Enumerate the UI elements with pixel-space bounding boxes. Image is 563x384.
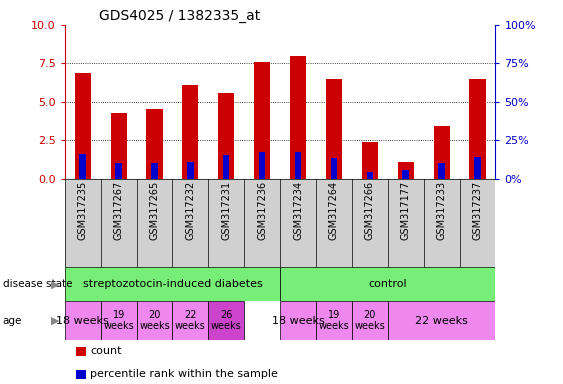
Text: 18 weeks: 18 weeks xyxy=(272,316,324,326)
Text: GSM317177: GSM317177 xyxy=(401,181,411,240)
Bar xyxy=(65,179,101,267)
Bar xyxy=(397,162,414,179)
Text: GSM317237: GSM317237 xyxy=(472,181,482,240)
Bar xyxy=(110,113,127,179)
Text: GSM317234: GSM317234 xyxy=(293,181,303,240)
Bar xyxy=(137,301,172,340)
Bar xyxy=(367,172,373,179)
Text: disease state: disease state xyxy=(3,279,72,289)
Text: count: count xyxy=(90,346,122,356)
Bar xyxy=(388,301,495,340)
Text: GSM317264: GSM317264 xyxy=(329,181,339,240)
Bar xyxy=(280,301,316,340)
Bar xyxy=(316,179,352,267)
Text: 22
weeks: 22 weeks xyxy=(175,310,205,331)
Bar xyxy=(208,179,244,267)
Bar xyxy=(65,301,101,340)
Bar xyxy=(208,301,244,340)
Text: percentile rank within the sample: percentile rank within the sample xyxy=(90,369,278,379)
Text: 22 weeks: 22 weeks xyxy=(415,316,468,326)
Bar xyxy=(146,109,163,179)
Bar xyxy=(403,170,409,179)
Bar xyxy=(172,179,208,267)
Bar xyxy=(388,179,424,267)
Bar xyxy=(254,62,270,179)
Bar xyxy=(137,179,172,267)
Bar xyxy=(362,142,378,179)
Bar xyxy=(244,179,280,267)
Bar xyxy=(352,301,388,340)
Bar xyxy=(434,126,450,179)
Bar xyxy=(326,79,342,179)
Bar xyxy=(459,179,495,267)
Text: 20
weeks: 20 weeks xyxy=(355,310,385,331)
Text: GSM317232: GSM317232 xyxy=(185,181,195,240)
Bar xyxy=(439,163,445,179)
Text: ▶: ▶ xyxy=(51,279,59,289)
Bar xyxy=(172,301,208,340)
Text: GSM317236: GSM317236 xyxy=(257,181,267,240)
Text: streptozotocin-induced diabetes: streptozotocin-induced diabetes xyxy=(83,279,262,289)
Bar xyxy=(259,152,265,179)
Text: GDS4025 / 1382335_at: GDS4025 / 1382335_at xyxy=(99,8,261,23)
Text: GSM317265: GSM317265 xyxy=(149,181,159,240)
Text: control: control xyxy=(368,279,407,289)
Bar xyxy=(115,163,122,179)
Text: GSM317266: GSM317266 xyxy=(365,181,375,240)
Bar xyxy=(101,301,137,340)
Bar xyxy=(218,93,234,179)
Bar xyxy=(75,73,91,179)
Bar xyxy=(330,158,337,179)
Bar xyxy=(470,79,485,179)
Bar xyxy=(295,152,301,179)
Bar xyxy=(223,155,230,179)
Bar xyxy=(290,56,306,179)
Text: 19
weeks: 19 weeks xyxy=(103,310,134,331)
Bar xyxy=(280,179,316,267)
Text: GSM317231: GSM317231 xyxy=(221,181,231,240)
Text: 20
weeks: 20 weeks xyxy=(139,310,170,331)
Bar xyxy=(424,179,459,267)
Text: ▶: ▶ xyxy=(51,316,59,326)
Text: GSM317235: GSM317235 xyxy=(78,181,88,240)
Bar xyxy=(182,85,198,179)
Bar xyxy=(280,267,495,301)
Text: 18 weeks: 18 weeks xyxy=(56,316,109,326)
Bar xyxy=(101,179,137,267)
Bar xyxy=(151,163,158,179)
Bar xyxy=(352,179,388,267)
Text: 19
weeks: 19 weeks xyxy=(319,310,349,331)
Text: 26
weeks: 26 weeks xyxy=(211,310,242,331)
Bar xyxy=(187,162,194,179)
Bar xyxy=(474,157,481,179)
Text: GSM317233: GSM317233 xyxy=(436,181,446,240)
Text: age: age xyxy=(3,316,22,326)
Text: GSM317267: GSM317267 xyxy=(114,181,124,240)
Bar xyxy=(79,154,86,179)
Bar xyxy=(65,267,280,301)
Bar xyxy=(316,301,352,340)
